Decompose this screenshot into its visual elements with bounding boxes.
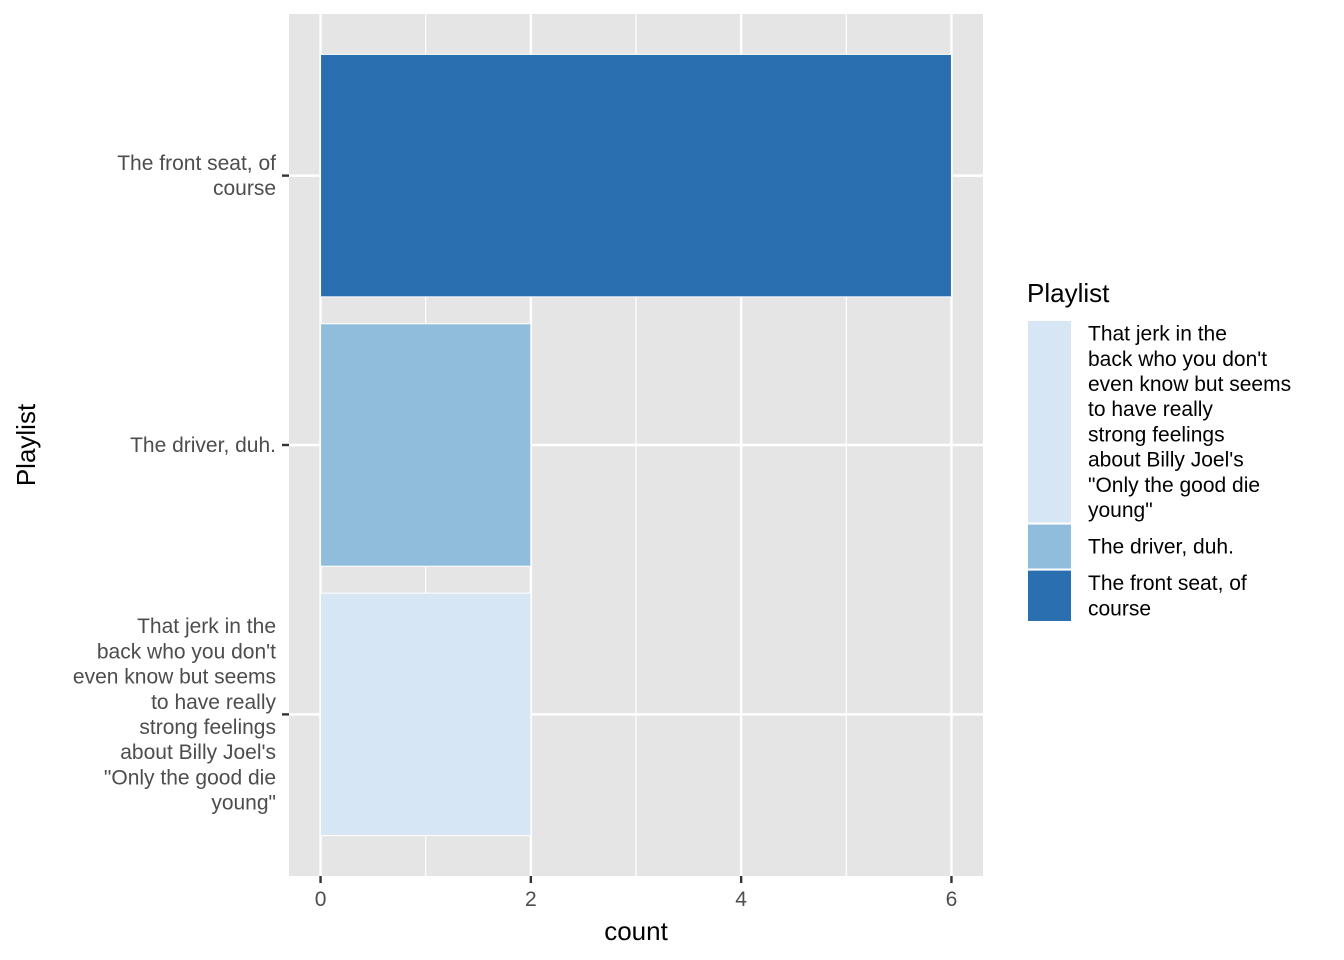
y-tick-label: The front seat, of course bbox=[117, 152, 276, 200]
bar bbox=[320, 592, 532, 837]
bar bbox=[320, 53, 952, 298]
legend-label: The front seat, of course bbox=[1088, 572, 1247, 620]
legend-label: That jerk in the back who you don't even k… bbox=[1088, 323, 1291, 522]
legend-title: Playlist bbox=[1027, 278, 1110, 308]
bars bbox=[320, 53, 952, 837]
x-tick-label: 0 bbox=[315, 888, 327, 911]
legend-label: The driver, duh. bbox=[1088, 536, 1234, 559]
y-axis-ticks: That jerk in the back who you don't even k… bbox=[73, 152, 289, 815]
legend-key bbox=[1026, 319, 1073, 525]
legend-key bbox=[1026, 522, 1073, 571]
x-tick-label: 6 bbox=[946, 888, 958, 911]
x-axis-ticks: 0 2 4 6 bbox=[315, 876, 958, 911]
x-axis-title: count bbox=[604, 916, 668, 946]
y-axis-title: Playlist bbox=[11, 403, 41, 486]
x-tick-label: 2 bbox=[525, 888, 537, 911]
legend-key bbox=[1026, 568, 1073, 623]
legend: Playlist That jerk in the back who you do… bbox=[1026, 278, 1291, 623]
x-tick-label: 4 bbox=[735, 888, 747, 911]
y-tick-label: That jerk in the back who you don't even k… bbox=[73, 615, 277, 814]
bar bbox=[320, 323, 532, 567]
y-tick-label: The driver, duh. bbox=[130, 434, 276, 457]
